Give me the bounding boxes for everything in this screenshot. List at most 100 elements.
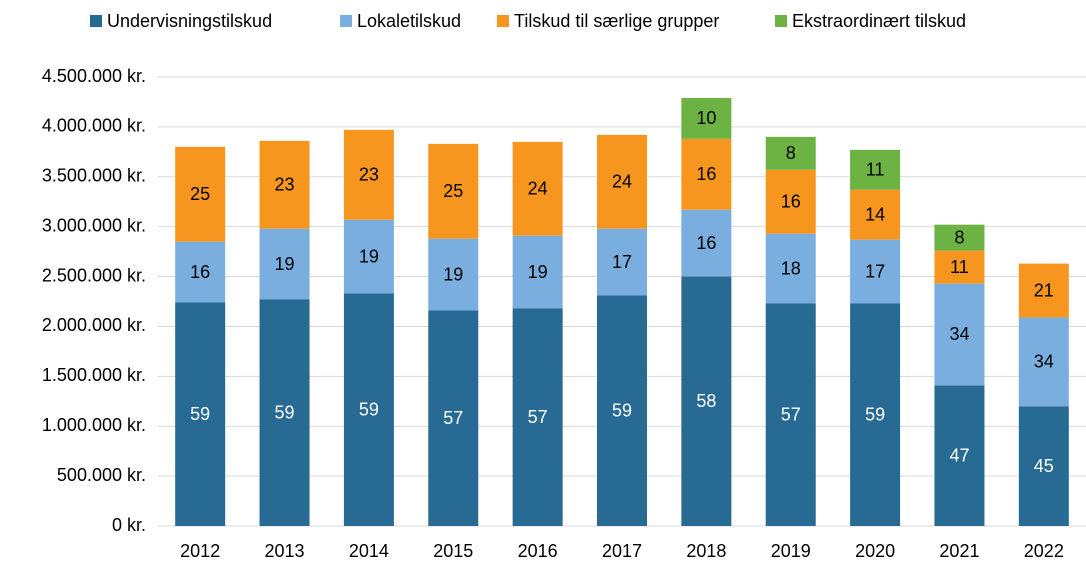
bar-segment bbox=[512, 308, 563, 526]
data-label: 17 bbox=[612, 252, 632, 272]
data-label: 58 bbox=[696, 391, 716, 411]
data-label: 8 bbox=[954, 227, 964, 247]
y-tick-label: 0 kr. bbox=[112, 515, 146, 535]
data-label: 57 bbox=[443, 408, 463, 428]
legend-label: Undervisningstilskud bbox=[107, 11, 272, 31]
legend-label: Lokaletilskud bbox=[357, 11, 461, 31]
data-label: 11 bbox=[866, 160, 885, 180]
bar-segment bbox=[850, 303, 901, 526]
bar-segment bbox=[259, 140, 310, 229]
bar-segment bbox=[343, 219, 394, 294]
data-label: 25 bbox=[443, 181, 463, 201]
legend-label: Ekstraordinært tilskud bbox=[792, 11, 966, 31]
data-label: 14 bbox=[865, 204, 885, 224]
data-label: 23 bbox=[359, 165, 379, 185]
bar-segment bbox=[428, 310, 479, 526]
bar-segment bbox=[343, 129, 394, 220]
bar-segment bbox=[175, 241, 226, 303]
x-tick-label: 2015 bbox=[433, 541, 473, 561]
data-label: 59 bbox=[865, 404, 885, 424]
y-tick-label: 4.000.000 kr. bbox=[42, 116, 146, 136]
y-tick-label: 3.500.000 kr. bbox=[42, 166, 146, 186]
bar-segment bbox=[934, 385, 985, 526]
bar-segment bbox=[597, 228, 647, 296]
data-label: 45 bbox=[1034, 456, 1054, 476]
data-label: 25 bbox=[190, 184, 210, 204]
data-label: 19 bbox=[275, 254, 295, 274]
data-label: 57 bbox=[781, 404, 801, 424]
y-tick-label: 1.000.000 kr. bbox=[42, 415, 146, 435]
data-label: 24 bbox=[612, 172, 632, 192]
bar-segment bbox=[512, 235, 563, 309]
data-label: 59 bbox=[190, 404, 210, 424]
x-tick-label: 2021 bbox=[939, 541, 979, 561]
bar-segment bbox=[850, 189, 901, 240]
data-label: 24 bbox=[528, 179, 548, 199]
bar-segment bbox=[428, 238, 479, 311]
y-tick-label: 500.000 kr. bbox=[57, 465, 146, 485]
x-tick-label: 2014 bbox=[349, 541, 389, 561]
x-tick-label: 2017 bbox=[602, 541, 642, 561]
data-label: 19 bbox=[443, 264, 463, 284]
data-label: 16 bbox=[781, 191, 801, 211]
y-tick-label: 2.500.000 kr. bbox=[42, 265, 146, 285]
data-label: 59 bbox=[359, 400, 379, 420]
bar-segment bbox=[175, 146, 226, 242]
bar-segment bbox=[765, 303, 816, 526]
bar-segment bbox=[428, 143, 479, 239]
data-label: 34 bbox=[949, 324, 969, 344]
data-label: 8 bbox=[786, 143, 796, 163]
bar-segment bbox=[175, 302, 226, 526]
data-label: 16 bbox=[190, 262, 210, 282]
bar-segment bbox=[850, 239, 901, 304]
bar-segment bbox=[1018, 406, 1069, 526]
legend-swatch bbox=[775, 15, 787, 27]
data-label: 18 bbox=[781, 258, 801, 278]
x-tick-label: 2012 bbox=[180, 541, 220, 561]
bar-segment bbox=[765, 136, 816, 170]
bar-segment bbox=[597, 295, 647, 526]
bar-segment bbox=[934, 250, 985, 284]
data-label: 23 bbox=[275, 175, 295, 195]
legend-swatch bbox=[90, 15, 102, 27]
bar-segment bbox=[1018, 317, 1069, 407]
data-label: 21 bbox=[1034, 280, 1054, 300]
data-label: 47 bbox=[949, 445, 969, 465]
data-label: 19 bbox=[359, 246, 379, 266]
y-tick-label: 1.500.000 kr. bbox=[42, 365, 146, 385]
bar-segment bbox=[512, 141, 563, 236]
bar-segment bbox=[934, 224, 985, 251]
bar-segment bbox=[597, 134, 647, 229]
data-label: 10 bbox=[696, 108, 716, 128]
x-tick-label: 2019 bbox=[771, 541, 811, 561]
bar-segment bbox=[681, 138, 732, 210]
legend-swatch bbox=[497, 15, 509, 27]
data-label: 11 bbox=[950, 257, 969, 277]
bar-segment bbox=[765, 169, 816, 234]
bar-segment bbox=[343, 293, 394, 526]
data-label: 16 bbox=[696, 164, 716, 184]
bar-segment bbox=[681, 276, 732, 526]
x-tick-label: 2016 bbox=[518, 541, 558, 561]
bar-segment bbox=[681, 209, 732, 277]
x-tick-label: 2013 bbox=[265, 541, 305, 561]
data-label: 19 bbox=[528, 262, 548, 282]
data-label: 17 bbox=[865, 261, 885, 281]
bar-segment bbox=[934, 283, 985, 386]
x-tick-label: 2018 bbox=[686, 541, 726, 561]
data-label: 57 bbox=[528, 407, 548, 427]
data-label: 59 bbox=[612, 401, 632, 421]
y-tick-label: 3.000.000 kr. bbox=[42, 215, 146, 235]
data-label: 16 bbox=[696, 233, 716, 253]
legend-label: Tilskud til særlige grupper bbox=[514, 11, 719, 31]
legend-swatch bbox=[340, 15, 352, 27]
bar-segment bbox=[259, 228, 310, 300]
bar-segment bbox=[681, 97, 732, 139]
y-tick-label: 4.500.000 kr. bbox=[42, 66, 146, 86]
bar-segment bbox=[259, 299, 310, 526]
y-tick-label: 2.000.000 kr. bbox=[42, 315, 146, 335]
bar-segment bbox=[765, 233, 816, 304]
bar-segment bbox=[850, 149, 901, 190]
data-label: 59 bbox=[275, 403, 295, 423]
